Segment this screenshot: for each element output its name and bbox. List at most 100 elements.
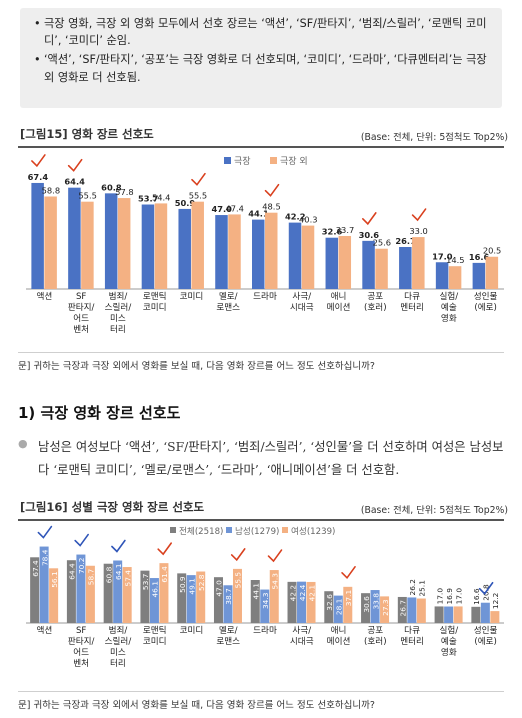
bar-1-2 bbox=[117, 198, 131, 289]
check16-female-8 bbox=[341, 566, 356, 580]
data-label-1-11: 14.5 bbox=[446, 255, 464, 265]
category16-label-12: 성인물 (에로) bbox=[474, 625, 498, 647]
category-label-1: SF 판타지/어드 벤처 bbox=[68, 292, 95, 335]
category-label-11: 실험/예술 영화 bbox=[439, 291, 458, 324]
legend16-swatch-1 bbox=[226, 527, 232, 533]
data-label-0-6: 44.1 bbox=[248, 209, 269, 219]
category16-label-5: 멜로/로맨스 bbox=[216, 624, 240, 647]
check16-male-0 bbox=[37, 525, 53, 539]
data-label-1-6: 48.5 bbox=[262, 202, 280, 212]
category16-label-9: 공포 (호러) bbox=[364, 625, 387, 647]
bar-1-7 bbox=[301, 225, 315, 289]
check16-female-6 bbox=[267, 549, 283, 563]
bar-1-3 bbox=[154, 203, 168, 289]
bar-0-1 bbox=[68, 187, 81, 289]
bar-1-9 bbox=[375, 248, 388, 289]
check16-male-1 bbox=[74, 533, 89, 547]
bar-0-9 bbox=[362, 240, 375, 289]
legend16-label-0: 전체(2518) bbox=[179, 526, 223, 537]
bar-1-4 bbox=[191, 201, 204, 289]
data16-label-1-10: 26.2 bbox=[408, 579, 417, 595]
bar16-0-5 bbox=[213, 577, 223, 623]
data16-label-1-6: 34.3 bbox=[261, 592, 270, 609]
data16-label-0-10: 26.7 bbox=[399, 600, 408, 617]
legend16-label-1: 남성(1279) bbox=[235, 526, 279, 537]
data16-label-1-8: 28.1 bbox=[335, 598, 344, 615]
bar-0-11 bbox=[435, 262, 449, 289]
bar16-0-4 bbox=[177, 573, 187, 623]
bar16-1-1 bbox=[76, 554, 86, 623]
bar-0-12 bbox=[472, 262, 486, 289]
data16-label-2-8: 37.1 bbox=[344, 590, 353, 607]
data16-label-0-9: 30.6 bbox=[362, 596, 371, 613]
category-label-5: 멜로/로맨스 bbox=[216, 290, 240, 313]
bar16-0-6 bbox=[250, 580, 260, 623]
category16-label-1: SF 판타지/어드 벤처 bbox=[68, 626, 95, 669]
category-label-3: 로맨틱 코미디 bbox=[143, 290, 167, 313]
legend-label-0: 극장 bbox=[234, 156, 251, 167]
figure15-title: [그림15] 영화 장르 선호도 bbox=[20, 127, 154, 141]
bar-0-7 bbox=[288, 222, 302, 289]
data16-label-0-4: 50.9 bbox=[178, 576, 187, 593]
category-label-10: 다큐 멘터리 bbox=[400, 291, 424, 313]
data16-label-1-9: 33.8 bbox=[371, 593, 380, 610]
data-label-0-12: 16.6 bbox=[469, 252, 490, 262]
data-label-0-5: 47.0 bbox=[211, 204, 232, 214]
figure15-question: 문] 귀하는 극장과 극장 외에서 영화를 보실 때, 다음 영화 장르를 어느… bbox=[18, 352, 504, 372]
category-label-2: 범죄/스릴러/미스 터리 bbox=[105, 291, 132, 335]
bar16-0-0 bbox=[30, 557, 40, 623]
category16-label-4: 코미디 bbox=[180, 625, 204, 636]
data-label-1-7: 40.3 bbox=[299, 215, 317, 225]
data-label-1-2: 57.8 bbox=[115, 187, 133, 197]
bar-1-11 bbox=[448, 266, 462, 289]
bar16-2-1 bbox=[85, 565, 95, 623]
data-label-1-8: 33.7 bbox=[336, 225, 354, 235]
figure16-rule bbox=[18, 519, 504, 521]
bar16-2-9 bbox=[380, 596, 390, 623]
category-label-9: 공포 (호러) bbox=[364, 291, 387, 313]
check16-male-12 bbox=[478, 581, 494, 595]
data-label-0-9: 30.6 bbox=[359, 230, 380, 240]
data16-label-2-3: 61.4 bbox=[160, 566, 169, 583]
bar-0-5 bbox=[215, 215, 228, 289]
data-label-1-9: 25.6 bbox=[373, 238, 391, 248]
data16-label-1-2: 64.1 bbox=[114, 563, 123, 580]
bar16-2-6 bbox=[269, 570, 279, 623]
data-label-1-5: 47.4 bbox=[225, 203, 243, 213]
category-label-8: 애니 메이션 bbox=[327, 291, 351, 313]
data16-label-2-4: 52.8 bbox=[197, 574, 206, 591]
bar-1-6 bbox=[265, 212, 278, 289]
data-label-0-10: 26.7 bbox=[395, 236, 416, 246]
bar16-1-0 bbox=[39, 546, 49, 623]
data16-label-2-11: 17.0 bbox=[454, 588, 463, 605]
bar16-2-4 bbox=[196, 571, 206, 623]
bar16-0-1 bbox=[66, 560, 76, 623]
legend-swatch-0 bbox=[224, 157, 231, 164]
figure16-base: (Base: 전체, 단위: 5점척도 Top2%) bbox=[360, 505, 508, 516]
data-label-0-3: 53.7 bbox=[138, 194, 159, 204]
check-mark-6 bbox=[264, 183, 280, 197]
bar16-2-12 bbox=[490, 611, 500, 623]
figure16-title: [그림16] 성별 극장 영화 장르 선호도 bbox=[20, 500, 205, 514]
data16-label-0-12: 16.6 bbox=[472, 588, 481, 605]
data16-label-2-2: 57.4 bbox=[123, 570, 132, 587]
data16-label-0-7: 42.2 bbox=[288, 585, 297, 601]
summary-bullet-2: ‘액션’, ‘SF/판타지’, ‘공포’는 극장 영화로 더 선호되며, ‘코미… bbox=[34, 51, 492, 85]
category16-label-7: 사극/시대극 bbox=[290, 625, 314, 647]
legend16-swatch-2 bbox=[282, 527, 288, 533]
bar16-2-8 bbox=[343, 586, 353, 623]
check16-female-5 bbox=[230, 548, 246, 562]
bar16-2-7 bbox=[306, 581, 316, 623]
data16-label-1-3: 46.1 bbox=[151, 581, 160, 598]
bar16-0-11 bbox=[434, 606, 444, 623]
bar16-1-7 bbox=[297, 581, 307, 623]
data16-label-2-6: 54.3 bbox=[271, 573, 280, 590]
bar16-2-3 bbox=[159, 563, 169, 623]
data-label-0-11: 17.0 bbox=[432, 251, 453, 261]
data16-label-0-0: 67.4 bbox=[31, 560, 40, 577]
bar16-2-11 bbox=[453, 606, 463, 623]
bar16-1-9 bbox=[370, 590, 380, 623]
data16-label-0-1: 64.4 bbox=[68, 563, 77, 580]
check-mark-10 bbox=[411, 208, 427, 222]
data-label-0-2: 60.8 bbox=[101, 182, 122, 192]
